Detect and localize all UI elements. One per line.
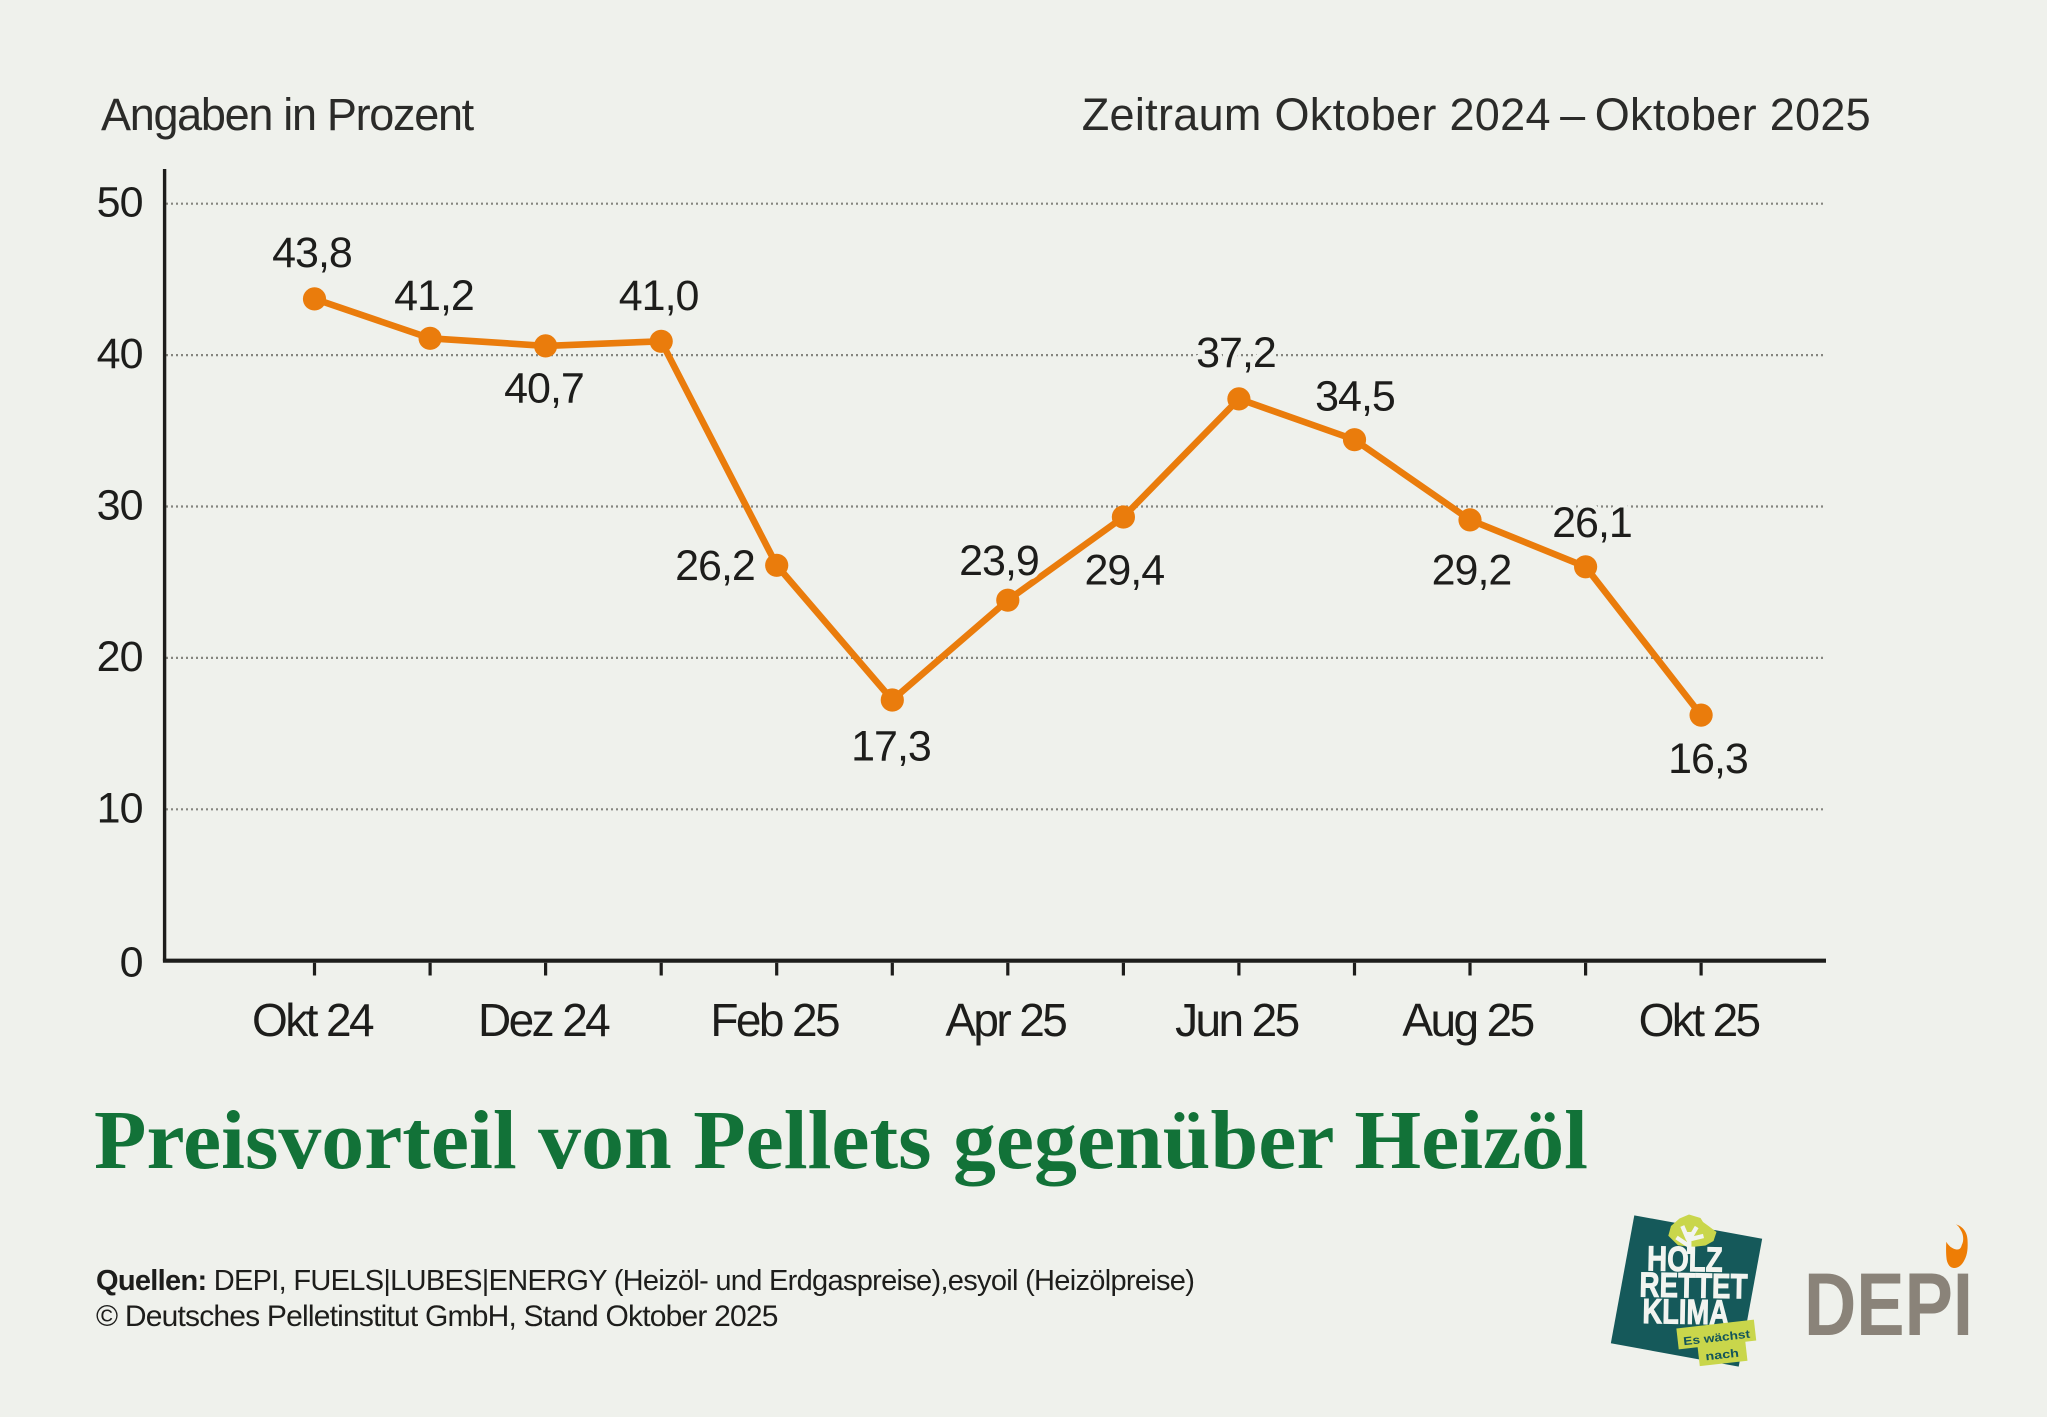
- svg-text:Feb 25: Feb 25: [710, 994, 839, 1046]
- svg-text:DEPI: DEPI: [1804, 1254, 1973, 1354]
- svg-text:0: 0: [120, 939, 143, 987]
- svg-text:17,3: 17,3: [851, 723, 931, 771]
- svg-text:Okt 24: Okt 24: [252, 994, 374, 1046]
- svg-text:Quellen: DEPI, FUELS|LUBES|ENE: Quellen: DEPI, FUELS|LUBES|ENERGY (Heizö…: [96, 1265, 1194, 1297]
- svg-text:16,3: 16,3: [1668, 735, 1748, 783]
- svg-text:Apr 25: Apr 25: [945, 994, 1066, 1046]
- svg-text:29,4: 29,4: [1084, 547, 1164, 595]
- svg-text:Preisvorteil von Pellets gegen: Preisvorteil von Pellets gegenüber Heizö…: [94, 1094, 1588, 1187]
- svg-text:26,1: 26,1: [1552, 499, 1632, 547]
- svg-text:50: 50: [97, 179, 143, 227]
- svg-text:nach: nach: [1705, 1348, 1740, 1364]
- svg-text:Aug 25: Aug 25: [1402, 994, 1533, 1046]
- svg-text:© Deutsches Pelletinstitut Gmb: © Deutsches Pelletinstitut GmbH, Stand O…: [96, 1300, 778, 1333]
- svg-text:26,2: 26,2: [675, 542, 755, 590]
- svg-text:40: 40: [97, 330, 143, 378]
- svg-text:20: 20: [97, 633, 143, 681]
- svg-text:RETTET: RETTET: [1639, 1266, 1748, 1307]
- svg-text:HOLZ: HOLZ: [1647, 1239, 1723, 1279]
- svg-text:Dez 24: Dez 24: [478, 994, 610, 1046]
- svg-text:10: 10: [97, 784, 143, 832]
- svg-text:37,2: 37,2: [1196, 329, 1276, 377]
- svg-text:Jun 25: Jun 25: [1175, 994, 1299, 1046]
- svg-text:Zeitraum Oktober 2024 – Oktobe: Zeitraum Oktober 2024 – Oktober 2025: [1082, 89, 1871, 140]
- svg-text:34,5: 34,5: [1315, 373, 1395, 421]
- svg-text:43,8: 43,8: [272, 229, 352, 277]
- svg-text:Angaben in Prozent: Angaben in Prozent: [101, 89, 475, 140]
- svg-text:41,2: 41,2: [394, 272, 474, 320]
- svg-text:29,2: 29,2: [1432, 547, 1512, 595]
- svg-text:40,7: 40,7: [504, 365, 584, 413]
- svg-text:30: 30: [97, 482, 143, 530]
- svg-text:23,9: 23,9: [959, 537, 1039, 585]
- svg-text:41,0: 41,0: [619, 272, 699, 320]
- svg-text:Okt 25: Okt 25: [1639, 994, 1760, 1046]
